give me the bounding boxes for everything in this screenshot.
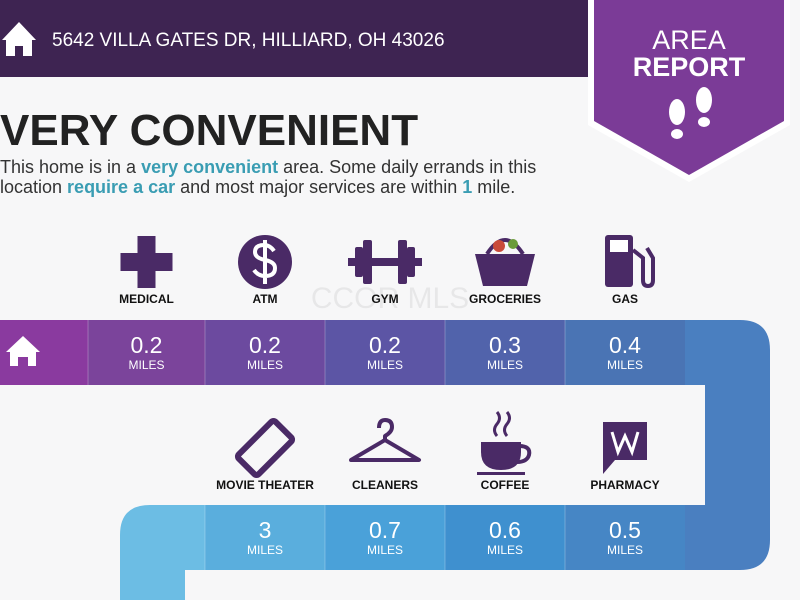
distance-cell [205,320,325,385]
distance: 0.2 [249,332,281,358]
route-curve [685,320,770,570]
groceries-icon [493,240,505,252]
distance-cell [325,505,445,570]
coffee-icon [481,442,521,470]
watermark: CCOR MLS [311,282,469,315]
groceries-icon [485,238,525,256]
medical-icon [120,236,173,288]
atm-icon [252,240,278,284]
amenity-label: COFFEE [481,478,530,492]
distance: 0.2 [131,332,163,358]
home-icon [6,336,40,366]
distance: 0.7 [369,517,401,543]
amenity-label: ATM [252,292,277,306]
highlight: 1 [462,177,472,197]
highlight: very convenient [141,157,278,177]
distance-cell [565,320,685,385]
description-line: location require a car and most major se… [0,177,515,197]
coffee-icon [516,444,532,464]
unit: MILES [247,543,283,557]
amenity-label: GAS [612,292,638,306]
gym-icon [363,240,372,284]
distance: 0.4 [609,332,641,358]
description-line: This home is in a very convenient area. … [0,157,536,177]
distance-cell [205,505,325,570]
home-icon [2,22,36,56]
distance-cell [445,320,565,385]
text: mile. [472,177,515,197]
text: and most major services are within [175,177,462,197]
text: location [0,177,67,197]
distance-cell [88,320,205,385]
amenity-label: GROCERIES [469,292,541,306]
badge [594,0,784,175]
gas-icon [631,246,655,289]
ticket-icon [234,417,296,479]
unit: MILES [367,358,403,372]
amenity-label: GYM [371,292,398,306]
badge-line2: REPORT [633,52,746,82]
distance-cell [325,320,445,385]
badge-line1: AREA [652,25,726,55]
groceries-icon [475,254,535,286]
gym-icon [407,247,415,277]
amenity-label: PHARMACY [590,478,659,492]
pharmacy-icon [610,431,640,457]
amenity-label: MEDICAL [119,292,174,306]
icons [120,235,655,479]
unit: MILES [607,543,643,557]
distance-cell [445,505,565,570]
address: 5642 VILLA GATES DR, HILLIARD, OH 43026 [52,30,445,51]
unit: MILES [487,543,523,557]
groceries-icon [508,239,518,249]
gym-icon [398,240,407,284]
distance-cell [565,505,685,570]
headline: VERY CONVENIENT [0,106,418,155]
gym-icon [355,247,363,277]
gas-icon [610,240,628,252]
footprints-icon [669,87,712,139]
unit: MILES [247,358,283,372]
amenity-label: CLEANERS [352,478,418,492]
route-curve [120,505,205,600]
unit: MILES [487,358,523,372]
coffee-icon [493,411,511,437]
text: This home is in a [0,157,141,177]
distance: 3 [259,517,272,543]
amenity-label: MOVIE THEATER [216,478,314,492]
distance: 0.6 [489,517,521,543]
header-bar [0,0,600,77]
unit: MILES [607,358,643,372]
distance: 0.2 [369,332,401,358]
unit: MILES [128,358,164,372]
distance: 0.3 [489,332,521,358]
hanger-icon [349,418,421,462]
highlight: require a car [67,177,175,197]
coffee-icon [477,472,525,475]
distance: 0.5 [609,517,641,543]
text: area. Some daily errands in this [278,157,536,177]
unit: MILES [367,543,403,557]
